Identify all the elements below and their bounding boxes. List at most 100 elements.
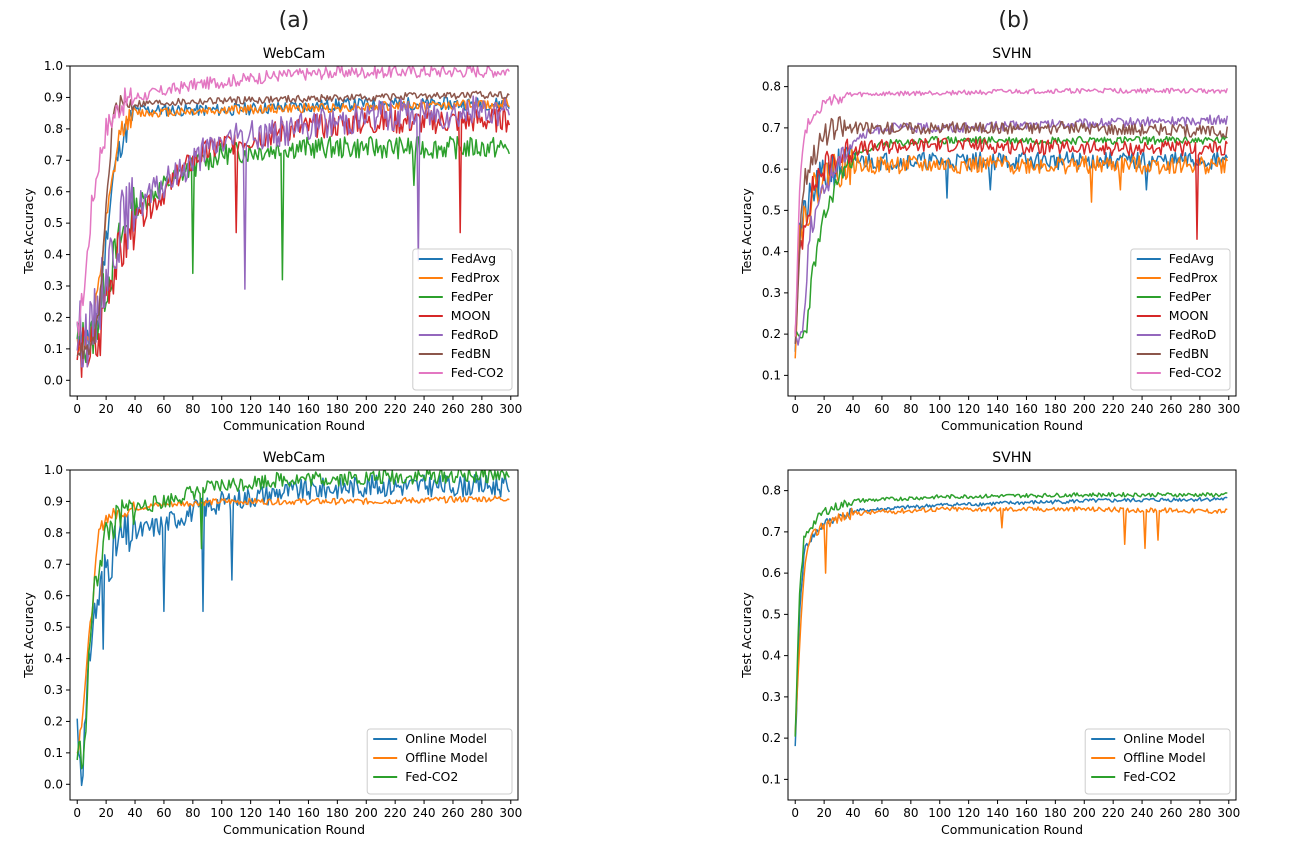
y-tick-label: 0.5 [44,216,63,230]
legend-label-fedrod: FedRoD [451,327,499,342]
legend: FedAvg FedProx FedPer MOON FedRoD FedBN Fed-CO… [1130,248,1231,391]
y-tick-label: 0.2 [44,310,63,324]
x-tick-label: 120 [957,806,980,820]
series-line-fedprox [76,98,510,352]
x-tick-label: 60 [156,402,171,416]
x-tick-label: 100 [928,806,951,820]
chart-title: WebCam [263,46,326,62]
x-tick-label: 180 [1044,806,1067,820]
x-tick-label: 60 [874,806,889,820]
legend-label-offline-model: Offline Model [1123,750,1206,765]
x-tick-label: 40 [845,402,860,416]
y-tick-label: 0.1 [44,342,63,356]
legend: Online Model Offline Model Fed-CO2 [366,728,513,795]
y-tick-label: 0.4 [762,649,781,663]
series-line-online-model [794,496,1228,747]
legend-label-fedavg: FedAvg [451,251,496,266]
x-tick-label: 280 [1188,806,1211,820]
x-tick-label: 240 [1131,402,1154,416]
y-tick-label: 0.9 [44,494,63,508]
webcam-models-chart: WebCam 0 20 40 60 80 100 120 140 160 180 200 220 240 2… [21,450,522,837]
x-tick-label: 80 [185,806,200,820]
x-tick-label: 260 [442,402,465,416]
x-tick-label: 180 [326,402,349,416]
plot-frame [787,65,1237,397]
x-tick-label: 200 [1073,806,1096,820]
series-group [794,87,1229,359]
y-tick-label: 0.2 [762,731,781,745]
legend-label-fedbn: FedBN [451,346,491,361]
y-tick-label: 0.7 [762,121,781,135]
y-tick-label: 0.3 [44,279,63,293]
panel-label-b: (b) [998,8,1030,33]
legend-label-online-model: Online Model [405,731,487,746]
legend-box [1084,728,1231,795]
x-tick-label: 20 [98,806,113,820]
x-tick-label: 20 [98,402,113,416]
y-tick-label: 0.6 [44,589,63,603]
y-tick-label: 0.5 [762,203,781,217]
y-tick-label: 0.8 [44,526,63,540]
y-tick-label: 0.1 [762,772,781,786]
x-tick-label: 160 [1015,806,1038,820]
y-tick-label: 0.8 [762,80,781,94]
legend-label-fedprox: FedProx [451,270,500,285]
legend-label-offline-model: Offline Model [405,750,488,765]
y-tick-label: 0.8 [44,122,63,136]
x-tick-label: 180 [1044,402,1067,416]
legend-label-online-model: Online Model [1123,731,1205,746]
x-tick-label: 0 [73,806,81,820]
x-tick-label: 100 [210,402,233,416]
x-tick-label: 280 [1188,402,1211,416]
chart-title: SVHN [992,450,1031,466]
y-axis-label: Test Accuracy [739,592,754,679]
x-tick-label: 80 [185,402,200,416]
panel-label-a: (a) [278,8,310,33]
series-line-offline-model [794,506,1228,735]
y-tick-label: 0.0 [44,373,63,387]
y-tick-label: 1.0 [44,463,63,477]
plot-frame [787,469,1237,801]
y-tick-label: 0.5 [762,607,781,621]
y-tick-label: 0.3 [44,683,63,697]
series-group [76,66,511,378]
legend-label-fed-co2: Fed-CO2 [1169,365,1222,380]
y-tick-label: 1.0 [44,59,63,73]
x-axis-label: Communication Round [223,418,365,433]
y-tick-label: 0.7 [44,153,63,167]
legend-label-fedper: FedPer [451,289,494,304]
x-tick-label: 220 [1102,806,1125,820]
x-tick-label: 300 [1217,402,1240,416]
x-tick-label: 160 [1015,402,1038,416]
x-tick-label: 40 [845,806,860,820]
series-line-fedrod [76,95,511,368]
svhn-baselines-chart: SVHN 0 20 40 60 80 100 120 140 160 180 200 220 240 260… [739,46,1240,433]
y-tick-label: 0.6 [762,566,781,580]
x-tick-label: 140 [268,806,291,820]
x-tick-label: 120 [239,402,262,416]
series-line-fed-co2 [794,491,1228,737]
x-tick-label: 220 [1102,402,1125,416]
x-tick-label: 0 [791,806,799,820]
legend-label-fedper: FedPer [1169,289,1212,304]
y-tick-label: 0.7 [44,557,63,571]
x-tick-label: 260 [1160,806,1183,820]
chart-title: WebCam [263,450,326,466]
x-tick-label: 240 [413,806,436,820]
y-tick-label: 0.8 [762,484,781,498]
x-tick-label: 240 [413,402,436,416]
series-line-online-model [76,474,510,787]
legend-label-fedrod: FedRoD [1169,327,1217,342]
y-tick-label: 0.5 [44,620,63,634]
x-tick-label: 220 [384,806,407,820]
webcam-baselines-chart: WebCam 0 20 40 60 80 100 120 140 160 180 200 220 240 2… [21,46,522,433]
x-tick-label: 120 [957,402,980,416]
x-tick-label: 300 [499,806,522,820]
x-tick-label: 300 [499,402,522,416]
plot-frame [69,469,519,801]
y-tick-label: 0.4 [44,652,63,666]
x-tick-label: 40 [127,402,142,416]
y-tick-label: 0.3 [762,690,781,704]
x-tick-label: 300 [1217,806,1240,820]
